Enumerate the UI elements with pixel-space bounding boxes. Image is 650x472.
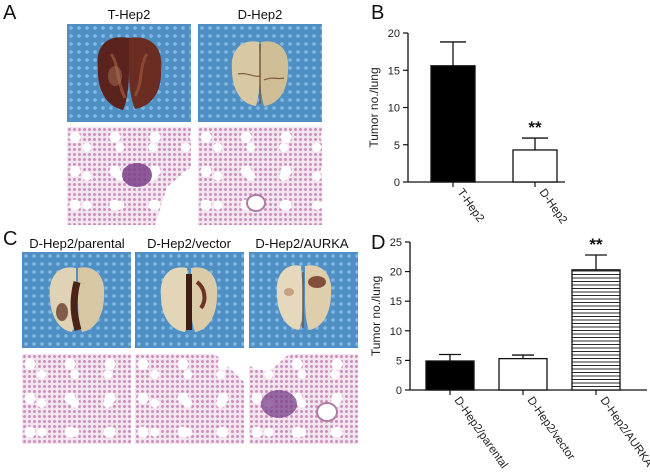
lung-photo-d-hep2: [198, 24, 322, 122]
chart-b-y-tick-label: 0: [394, 177, 400, 189]
chart-b: 0 5 10 15 20 Tumor no./lung T-Hep2 D-Hep2 **: [367, 28, 570, 226]
histology-d-hep2: [198, 127, 322, 225]
lung-photo-aurka: [249, 252, 358, 348]
panel-c-title-2: D-Hep2/vector: [147, 236, 231, 251]
chart-b-y-tick-label: 10: [388, 103, 400, 115]
chart-d-x-tick-label-2: D-Hep2/AURKA: [598, 395, 650, 470]
chart-d-bar-1: [498, 357, 548, 391]
chart-d-significance-marker-2: **: [589, 235, 603, 254]
panel-a-label: A: [3, 2, 17, 24]
chart-b-bar-1: [512, 149, 558, 183]
chart-d-bar-0: [425, 360, 475, 391]
panel-c-title-3: D-Hep2/AURKA: [255, 236, 349, 251]
chart-d-y-tick-label: 10: [390, 326, 402, 338]
chart-b-x-tick-label-0: T-Hep2: [455, 187, 486, 225]
chart-d-y-tick-label: 5: [396, 355, 402, 367]
histology-vector: [135, 354, 244, 444]
chart-d-x-tick-label-1: D-Hep2/vector: [525, 395, 577, 463]
lung-photo-parental: [22, 252, 131, 348]
chart-d-y-tick-label: 20: [390, 267, 402, 279]
chart-b-x-tick-label-1: D-Hep2: [537, 187, 570, 226]
histology-parental: [22, 354, 131, 444]
panel-b-label: B: [371, 2, 385, 24]
histology-t-hep2: [67, 127, 191, 225]
chart-b-y-tick-label: 15: [388, 65, 400, 77]
panel-c-label: C: [3, 228, 18, 250]
chart-d-y-tick-label: 15: [390, 296, 402, 308]
panel-a-title-2: D-Hep2: [237, 7, 283, 22]
lung-photo-vector: [135, 252, 244, 348]
chart-b-y-tick-label: 20: [388, 28, 400, 40]
panel-d-label: D: [371, 232, 386, 254]
panel-c-title-1: D-Hep2/parental: [29, 236, 125, 251]
chart-b-y-axis-label: Tumor no./lung: [367, 67, 381, 147]
chart-b-bar-0: [430, 65, 476, 183]
lung-photo-t-hep2: [67, 24, 191, 122]
chart-b-significance-marker-1: **: [528, 118, 542, 137]
chart-d-y-tick-label: 0: [396, 385, 402, 397]
chart-d-y-axis-label: Tumor no./lung: [369, 276, 383, 356]
chart-b-y-tick-label: 5: [394, 140, 400, 152]
chart-d: 0 5 10 15 20 25 Tumor no./lung D-Hep2/parental D…: [369, 235, 650, 471]
histology-aurka: [249, 354, 358, 444]
chart-d-x-tick-label-0: D-Hep2/parental: [452, 395, 510, 471]
chart-d-bar-2: [571, 269, 621, 391]
chart-d-y-tick-label: 25: [390, 237, 402, 249]
panel-a-title-1: T-Hep2: [107, 7, 151, 22]
